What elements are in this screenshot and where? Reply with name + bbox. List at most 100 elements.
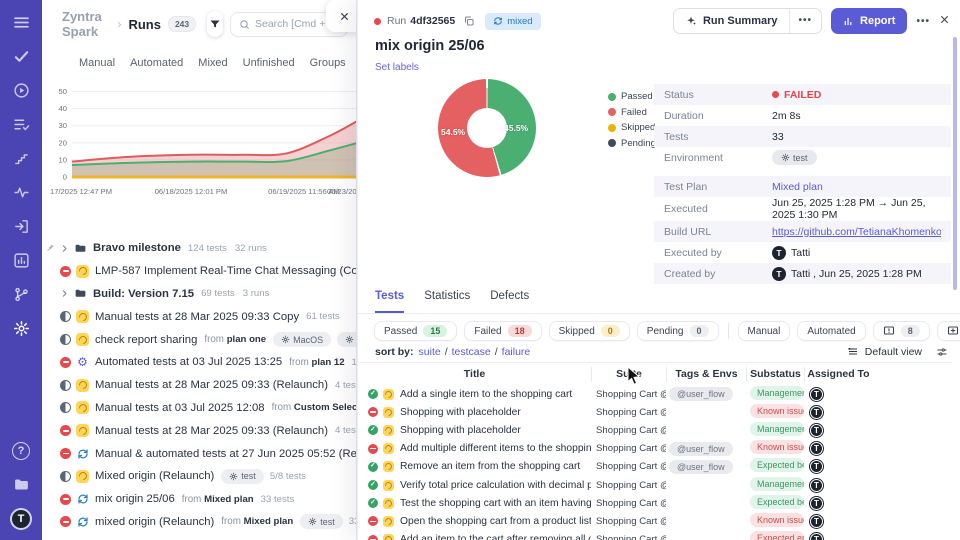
run-type-mixed-icon — [76, 515, 89, 528]
test-row[interactable]: Verify total price calculation with deci… — [358, 476, 952, 494]
breadcrumb-app[interactable]: Zyntra Spark — [62, 9, 102, 39]
test-plan-link[interactable]: Mixed plan — [772, 180, 823, 193]
close-drawer-button[interactable] — [939, 14, 950, 28]
svg-text:30: 30 — [59, 121, 67, 130]
run-list-item[interactable]: mix origin 25/06 from Mixed plan 33 tests — [42, 488, 356, 511]
runs-tab-unfinished[interactable]: Unfinished — [242, 57, 295, 69]
user-avatar[interactable]: T — [10, 508, 32, 530]
legend-label: Pending — [621, 137, 656, 149]
more-actions-button[interactable]: ••• — [916, 15, 930, 27]
test-title-cell: Test the shopping cart with an item havi… — [358, 497, 591, 509]
filter-manual[interactable]: Manual — [737, 321, 791, 341]
test-title-cell: Verify total price calculation with deci… — [358, 479, 591, 491]
test-row[interactable]: Test the shopping cart with an item havi… — [358, 494, 952, 512]
run-type-manual-icon — [76, 401, 89, 415]
column-header-assigned-to[interactable]: Assigned To — [804, 366, 872, 382]
runs-tab-mixed[interactable]: Mixed — [198, 57, 228, 69]
run-list-item[interactable]: ⚙ Automated tests at 03 Jul 2025 13:25 fro… — [42, 351, 356, 374]
test-row[interactable]: Add multiple different items to the shop… — [358, 440, 952, 458]
env-badge: test — [300, 514, 343, 530]
tab-tests[interactable]: Tests — [375, 287, 405, 313]
folders-icon[interactable] — [11, 474, 31, 494]
chevron-right-icon[interactable] — [60, 244, 69, 253]
filter-button[interactable] — [207, 11, 223, 37]
tab-defects[interactable]: Defects — [490, 290, 530, 302]
run-list-item[interactable]: Manual tests at 28 Mar 2025 09:33 (Relau… — [42, 374, 356, 397]
status-failed-value: FAILED — [772, 89, 821, 101]
runs-folder-row[interactable]: Bravo milestone 124 tests 32 runs — [42, 237, 356, 260]
test-type-manual-icon — [383, 443, 394, 455]
filter-automated[interactable]: Automated — [797, 321, 866, 341]
filter-failed[interactable]: Failed 18 — [464, 321, 542, 341]
columns-settings-button[interactable] — [936, 346, 948, 358]
test-type-manual-icon — [383, 406, 394, 418]
tab-statistics[interactable]: Statistics — [424, 290, 471, 302]
activity-icon[interactable] — [11, 182, 31, 202]
assignee-avatar: T — [810, 460, 823, 474]
column-header-title[interactable]: Title — [463, 367, 486, 380]
run-summary-more-button[interactable]: ••• — [788, 9, 822, 33]
runs-folder-row[interactable]: Build: Version 7.15 69 tests 3 runs — [42, 283, 356, 306]
filter-passed[interactable]: Passed 15 — [374, 321, 458, 341]
steps-icon[interactable] — [11, 148, 31, 168]
run-list-item[interactable]: Manual tests at 28 Mar 2025 09:33 (Relau… — [42, 419, 356, 442]
default-view-button[interactable]: Default view — [847, 346, 922, 358]
run-list-item[interactable]: Mixed origin (Relaunch) test 5/8 tests — [42, 465, 356, 488]
list-check-icon[interactable] — [11, 114, 31, 134]
run-list-item[interactable]: check report sharing from plan one MacOS de… — [42, 328, 356, 351]
gear-icon[interactable] — [11, 318, 31, 338]
column-header-suite[interactable]: Suite — [591, 366, 666, 382]
run-meta: 18 tests — [352, 357, 356, 368]
test-row[interactable]: Shopping with placeholder Shopping Cart @… — [358, 421, 952, 439]
filter-comment-exclamation[interactable]: 8 — [872, 321, 930, 341]
run-list-item[interactable]: Manual tests at 03 Jul 2025 12:08 from Cu… — [42, 397, 356, 420]
test-suite-cell: Shopping Cart @smoke ... — [596, 406, 666, 418]
runs-search-input[interactable] — [255, 18, 339, 30]
test-suite-cell: Shopping Cart @smoke ... — [596, 479, 666, 491]
set-labels-link[interactable]: Set labels — [375, 62, 419, 73]
sort-by-failure[interactable]: failure — [501, 346, 531, 358]
filter-comment-plus[interactable]: 15 — [936, 321, 960, 341]
test-row[interactable]: Add a single item to the shopping cart Sh… — [358, 385, 952, 403]
column-header-substatus[interactable]: Substatus — [746, 366, 804, 382]
runs-search[interactable] — [230, 11, 348, 37]
bar-chart-icon[interactable] — [11, 250, 31, 270]
run-meta: 32 runs — [234, 242, 267, 254]
report-button[interactable]: Report — [831, 8, 908, 34]
test-row[interactable]: Open the shopping cart from a product li… — [358, 512, 952, 530]
run-type-chip[interactable]: mixed — [485, 12, 541, 30]
filters-divider — [727, 323, 729, 339]
column-header-tags-envs[interactable]: Tags & Envs — [666, 366, 746, 382]
login-icon[interactable] — [11, 216, 31, 236]
build-url-link[interactable]: https://github.com/TetianaKhomenko/Load-… — [772, 225, 941, 238]
runs-tab-manual[interactable]: Manual — [79, 57, 116, 69]
chevron-right-icon[interactable] — [60, 289, 69, 298]
drawer-scrollbar[interactable] — [953, 37, 957, 290]
close-panel-button[interactable] — [326, 0, 356, 32]
filter-skipped[interactable]: Skipped 0 — [548, 321, 630, 341]
run-list-item[interactable]: Manual tests at 28 Mar 2025 09:33 Copy 61… — [42, 305, 356, 328]
test-row[interactable]: Add an item to the cart after removing a… — [358, 531, 952, 540]
help-icon[interactable]: ? — [12, 442, 30, 460]
play-circle-icon[interactable] — [11, 80, 31, 100]
runs-tab-groups[interactable]: Groups — [309, 57, 346, 69]
branch-icon[interactable] — [11, 284, 31, 304]
sort-by-testcase[interactable]: testcase — [451, 346, 491, 358]
copy-icon[interactable] — [463, 15, 475, 27]
run-title: Manual tests at 03 Jul 2025 12:08 — [95, 401, 265, 414]
sort-by-suite[interactable]: suite — [418, 346, 441, 358]
filter-pending[interactable]: Pending 0 — [636, 321, 719, 341]
test-row[interactable]: Shopping with placeholder Shopping Cart @… — [358, 403, 952, 421]
run-list-item[interactable]: LMP-587 Implement Real-Time Chat Messagi… — [42, 260, 356, 283]
svg-text:0: 0 — [63, 173, 67, 182]
svg-text:40: 40 — [59, 104, 67, 113]
run-from-plan: from plan 12 — [289, 356, 345, 368]
run-list-item[interactable]: mixed origin (Relaunch) from Mixed plan te… — [42, 511, 356, 534]
environment-chip[interactable]: test — [772, 150, 817, 165]
test-row[interactable]: Remove an item from the shopping cart Sho… — [358, 458, 952, 476]
menu-icon[interactable] — [11, 12, 31, 32]
run-list-item[interactable]: Manual & automated tests at 27 Jun 2025 … — [42, 442, 356, 465]
check-icon[interactable] — [11, 46, 31, 66]
runs-tab-automated[interactable]: Automated — [130, 57, 184, 69]
run-summary-button[interactable]: Run Summary — [674, 15, 789, 27]
